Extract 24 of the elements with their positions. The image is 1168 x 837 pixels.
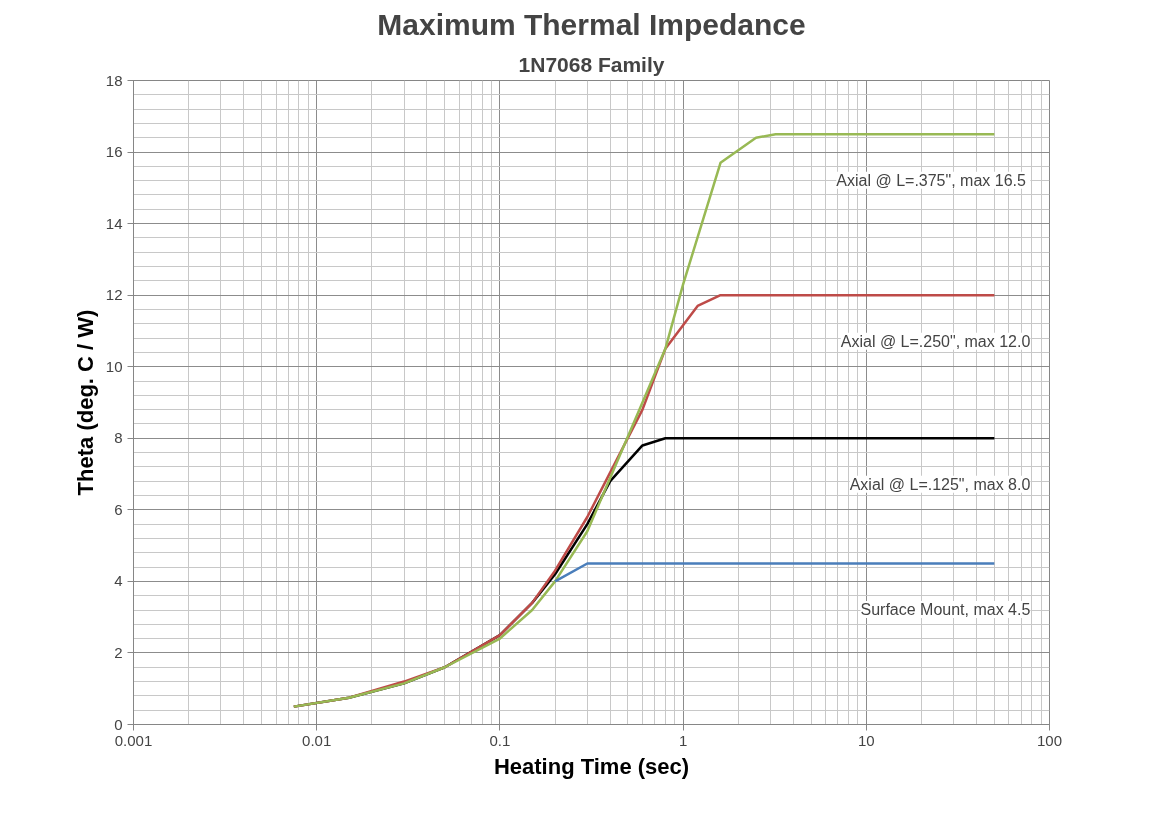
- chart-title: Maximum Thermal Impedance: [377, 7, 806, 41]
- text: Axial @ L=.125", max 8.0: [849, 475, 1031, 493]
- y-tick-label: 12: [105, 286, 123, 304]
- y-tick-label: 8: [114, 429, 123, 447]
- x-axis-title: Heating Time (sec): [493, 753, 690, 779]
- y-tick-label: 16: [105, 143, 123, 161]
- text: Axial @ L=.250", max 12.0: [840, 332, 1031, 350]
- x-tick-label: 0.1: [489, 731, 511, 749]
- x-tick-label: 10: [857, 731, 875, 749]
- text: Axial @ L=.375", max 16.5: [836, 171, 1027, 189]
- y-tick-label: 2: [114, 643, 123, 661]
- text: Surface Mount, max 4.5: [860, 601, 1031, 618]
- x-tick-label: 0.01: [302, 731, 332, 749]
- x-tick-label: 1: [678, 731, 688, 749]
- y-axis-title: Theta (deg. C / W): [72, 309, 98, 496]
- y-tick-label: 4: [114, 572, 123, 590]
- chart-subtitle: 1N7068 Family: [518, 52, 665, 76]
- y-tick-label: 10: [105, 357, 123, 375]
- y-tick-label: 18: [105, 71, 123, 89]
- y-tick-label: 6: [114, 500, 123, 518]
- x-tick-label: 100: [1036, 731, 1063, 749]
- x-tick-label: 0.001: [114, 731, 153, 749]
- y-tick-label: 0: [114, 715, 123, 733]
- y-tick-label: 14: [105, 214, 123, 232]
